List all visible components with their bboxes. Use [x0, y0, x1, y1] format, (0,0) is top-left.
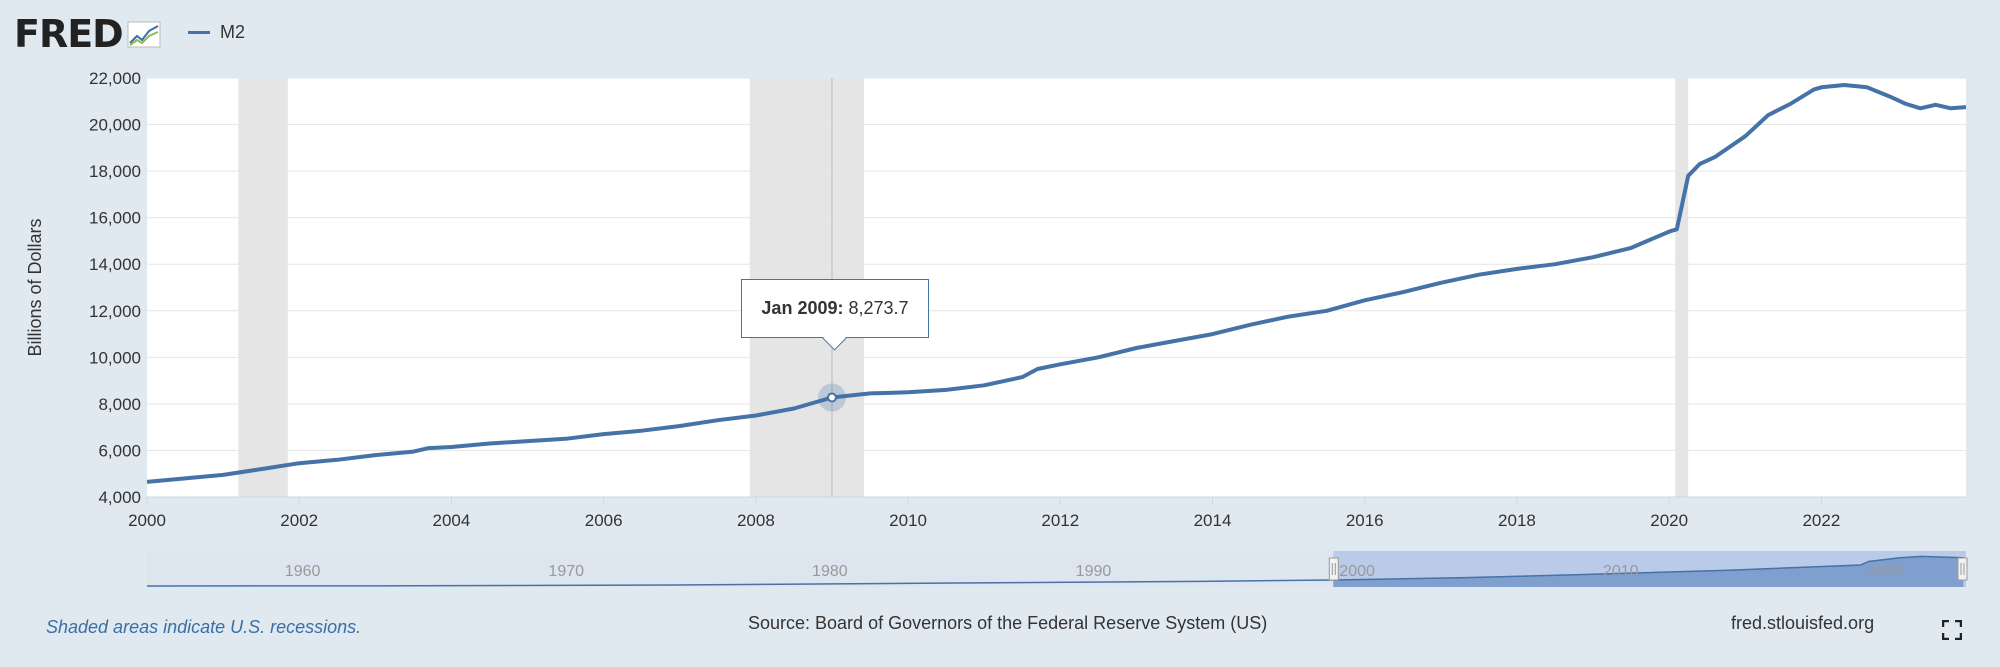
navigator-label: 2020: [1867, 563, 1903, 580]
legend-label: M2: [220, 22, 246, 42]
recession-band: [238, 78, 288, 497]
y-axis-label: Billions of Dollars: [25, 218, 45, 356]
data-tooltip: Jan 2009: 8,273.7: [741, 279, 929, 351]
navigator-series-line: [146, 555, 1964, 587]
site-link[interactable]: fred.stlouisfed.org: [1731, 613, 1875, 633]
navigator-area: [1333, 556, 1964, 587]
navigator-label: 1970: [548, 563, 584, 580]
x-tick-label: 2016: [1346, 511, 1384, 530]
recession-note: Shaded areas indicate U.S. recessions.: [46, 617, 362, 637]
fred-logo[interactable]: FRED: [14, 14, 161, 54]
recession-band: [1675, 78, 1689, 497]
line-chart[interactable]: 4,000 6,000 8,000 10,000 12,000 14,000 16,000 1…: [0, 0, 2000, 600]
navigator-label: 1980: [812, 563, 848, 580]
x-tick-label: 2020: [1650, 511, 1688, 530]
x-tick-label: 2010: [889, 511, 927, 530]
y-tick-label: 12,000: [89, 302, 141, 321]
y-tick-label: 10,000: [89, 348, 141, 367]
highlight-point: [826, 392, 837, 403]
y-tick-label: 20,000: [89, 116, 141, 135]
source-text: Source: Board of Governors of the Federa…: [748, 613, 1268, 633]
tooltip-value: 8,273.7: [848, 298, 909, 318]
y-tick-label: 16,000: [89, 209, 141, 228]
y-tick-label: 14,000: [89, 255, 141, 274]
navigator-label: 2000: [1339, 563, 1375, 580]
y-tick-label: 6,000: [98, 441, 141, 460]
x-tick-label: 2012: [1041, 511, 1079, 530]
x-tick-label: 2006: [585, 511, 623, 530]
x-tick-label: 2008: [737, 511, 775, 530]
fred-logo-chart-icon: [127, 21, 161, 48]
series-line-m2: [146, 83, 1967, 484]
y-tick-label: 22,000: [89, 69, 141, 88]
plot-background: [147, 78, 1966, 497]
y-tick-label: 8,000: [98, 395, 141, 414]
fullscreen-icon[interactable]: [1942, 620, 1962, 640]
y-tick-label: 18,000: [89, 162, 141, 181]
logo-text: FRED: [14, 12, 124, 56]
x-tick-label: 2014: [1194, 511, 1232, 530]
navigator-handle-icon[interactable]: [1957, 557, 1968, 581]
x-tick-label: 2000: [128, 511, 166, 530]
legend-swatch: [188, 31, 210, 34]
x-tick-label: 2022: [1802, 511, 1840, 530]
x-tick-label: 2002: [280, 511, 318, 530]
series-legend[interactable]: M2: [188, 22, 245, 43]
navigator-label: 2010: [1603, 563, 1639, 580]
x-tick-label: 2018: [1498, 511, 1536, 530]
y-tick-label: 4,000: [98, 488, 141, 507]
navigator-handle-icon[interactable]: [1328, 557, 1339, 581]
navigator-label: 1960: [285, 563, 321, 580]
tooltip-date: Jan 2009:: [761, 298, 844, 318]
x-tick-label: 2004: [433, 511, 471, 530]
navigator-label: 1990: [1076, 563, 1112, 580]
